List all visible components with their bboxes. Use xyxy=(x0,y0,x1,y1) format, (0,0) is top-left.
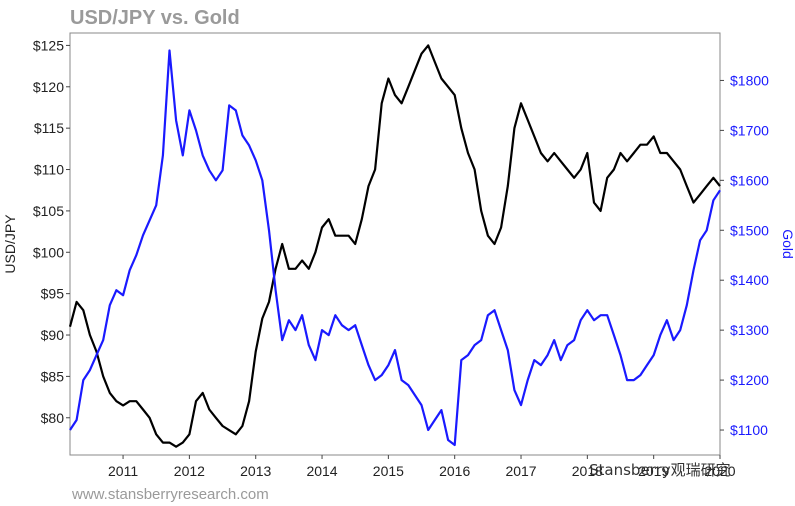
series-line-gold xyxy=(69,49,721,447)
series-layer xyxy=(68,44,721,448)
source-text: www.stansberryresearch.com xyxy=(71,486,269,503)
watermark-text: Stansberry观瑞研究 xyxy=(589,461,731,479)
x-tick-label: 2017 xyxy=(505,463,536,479)
left-axis-ticks: $125 $120 $115 $110 $105 $100 $95 $90 $85 $80 xyxy=(33,37,70,426)
right-tick-label: $1400 xyxy=(730,272,769,288)
x-tick-label: 2011 xyxy=(108,463,138,479)
x-tick-label: 2018 xyxy=(572,463,603,479)
plot-area xyxy=(69,32,721,456)
right-axis-label: Gold xyxy=(780,229,795,259)
left-tick-label: $90 xyxy=(41,327,65,343)
right-tick-label: $1800 xyxy=(730,72,769,88)
left-tick-label: $105 xyxy=(33,203,64,219)
left-tick-label: $110 xyxy=(34,162,64,178)
x-axis-ticks: 2011 2012 2013 2014 2015 2016 2017 2018 2019 2020 xyxy=(108,455,736,479)
left-tick-label: $85 xyxy=(41,368,65,384)
x-tick-label: 2015 xyxy=(373,463,404,479)
left-tick-label: $115 xyxy=(34,120,64,136)
left-tick-label: $120 xyxy=(33,79,64,95)
left-tick-label: $125 xyxy=(33,37,64,53)
right-axis-ticks: $1800 $1700 $1600 $1500 $1400 $1300 $1200 $1100 xyxy=(720,72,769,438)
x-tick-label: 2013 xyxy=(240,463,271,479)
x-tick-label: 2019 xyxy=(638,463,669,479)
series-line-usd-jpy xyxy=(68,44,721,448)
right-tick-label: $1600 xyxy=(730,172,769,188)
x-tick-label: 2016 xyxy=(439,463,470,479)
x-tick-label: 2014 xyxy=(306,463,337,479)
right-tick-label: $1500 xyxy=(730,222,769,238)
x-tick-label: 2012 xyxy=(174,463,205,479)
right-tick-label: $1100 xyxy=(730,422,768,438)
right-tick-label: $1300 xyxy=(730,322,769,338)
chart-title: USD/JPY vs. Gold xyxy=(70,7,240,29)
left-tick-label: $95 xyxy=(41,286,65,302)
right-tick-label: $1700 xyxy=(730,122,769,138)
left-tick-label: $100 xyxy=(33,244,64,260)
right-tick-label: $1200 xyxy=(730,372,769,388)
left-axis-label: USD/JPY xyxy=(2,214,18,274)
left-tick-label: $80 xyxy=(41,410,65,426)
x-tick-label: 2020 xyxy=(704,463,735,479)
